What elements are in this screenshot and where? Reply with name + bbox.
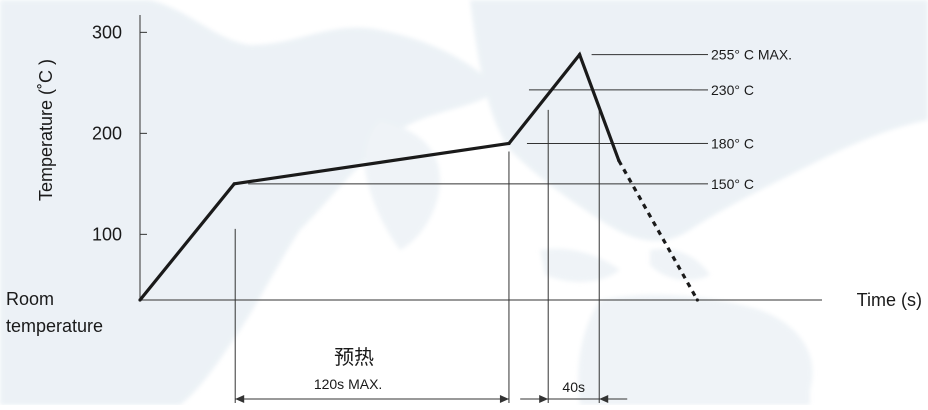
origin-label-line-2: temperature xyxy=(6,316,103,336)
reference-label-2: 180° C xyxy=(711,135,754,151)
profile-line-dashed xyxy=(617,159,699,301)
map-africa-shape xyxy=(0,0,500,405)
preheat-arrow-right xyxy=(499,395,509,403)
labels-group: 100 200 300 Temperature (˚C ) Room temperatur… xyxy=(6,22,922,395)
map-india-shape xyxy=(364,120,440,250)
y-axis-title: Temperature (˚C ) xyxy=(36,59,56,201)
y-tick-label-200: 200 xyxy=(92,123,122,143)
profile-point-4 xyxy=(617,159,621,163)
profile-point-0 xyxy=(138,298,142,302)
preheat-duration-label: 120s MAX. xyxy=(314,376,382,392)
reference-label-0: 255° C MAX. xyxy=(711,47,792,63)
map-asia-shape xyxy=(470,0,928,241)
map-islands-shape xyxy=(540,248,710,282)
origin-label-line-1: Room xyxy=(6,289,54,309)
reference-label-3: 150° C xyxy=(711,176,754,192)
profile-point-5 xyxy=(695,298,699,302)
profile-point-1 xyxy=(232,182,236,186)
peak-duration-label: 40s xyxy=(562,379,585,395)
profile-point-2 xyxy=(507,141,511,146)
map-australia-shape xyxy=(578,294,813,405)
y-tick-label-100: 100 xyxy=(92,224,122,244)
y-tick-label-300: 300 xyxy=(92,22,122,42)
peak-arrow-right xyxy=(599,395,609,403)
preheat-title: 预热 xyxy=(334,346,374,369)
guide-lines-group xyxy=(234,54,708,403)
profile-curve-group xyxy=(138,51,699,302)
axes-group xyxy=(139,15,822,301)
x-axis-title: Time (s) xyxy=(857,290,922,310)
peak-arrow-left xyxy=(539,395,549,403)
profile-point-3 xyxy=(578,52,582,57)
reference-label-1: 230° C xyxy=(711,82,754,98)
preheat-arrow-left xyxy=(235,395,245,403)
